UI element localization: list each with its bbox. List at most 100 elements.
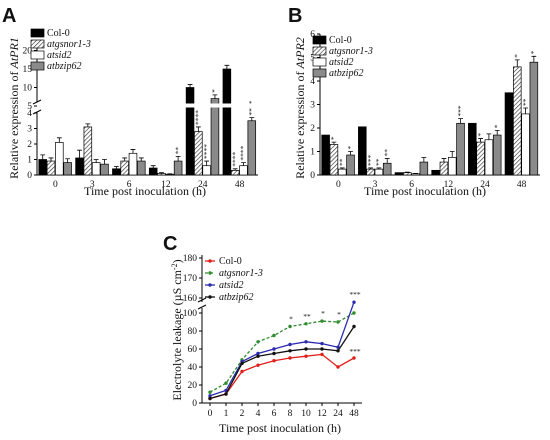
panel-a-bar bbox=[112, 168, 121, 176]
panel-b-legend-label: atgsnor1-3 bbox=[329, 46, 373, 57]
panel-a-error-bar bbox=[232, 168, 238, 171]
panel-a-legend-label: atsid2 bbox=[47, 50, 71, 61]
panel-b-error-bar bbox=[494, 129, 500, 136]
panel-a-ytick-label: 2 bbox=[27, 140, 32, 150]
panel-c-significance-mark: *** bbox=[349, 290, 361, 299]
panel-b-significance-mark: ** bbox=[337, 158, 346, 166]
panel-a-bar bbox=[46, 160, 56, 176]
panel-b-error-bar bbox=[376, 167, 382, 170]
panel-b-ylabel-main: Relative expression of bbox=[293, 69, 307, 179]
panel-a-error-bar bbox=[65, 158, 71, 163]
panel-a-bar bbox=[100, 163, 109, 176]
panel-a-error-bar bbox=[122, 157, 128, 162]
panel-b-significance-mark: * bbox=[513, 54, 522, 58]
panel-b-bar bbox=[456, 122, 465, 176]
panel-b-letter: B bbox=[288, 5, 302, 27]
panel-c-significance-mark: *** bbox=[349, 347, 361, 356]
panel-b-bar bbox=[337, 168, 347, 176]
panel-c-significance-mark: * bbox=[289, 315, 293, 324]
panel-c-series-line bbox=[209, 301, 355, 397]
panel-c-ytick-label: 100 bbox=[183, 309, 198, 319]
panel-c-point bbox=[288, 349, 292, 353]
panel-a-bar bbox=[157, 173, 166, 176]
panel-a-bar bbox=[165, 173, 175, 176]
panel-b-bar bbox=[321, 134, 330, 176]
panel-b-bar bbox=[468, 122, 477, 176]
panel-c-point bbox=[256, 363, 260, 367]
panel-a-error-bar bbox=[48, 157, 54, 162]
panel-c-point bbox=[272, 347, 276, 351]
panel-c-ytick-label: 170 bbox=[183, 274, 198, 284]
panel-a-error-bar bbox=[93, 159, 99, 163]
panel-a-error-bar bbox=[113, 166, 119, 169]
panel-b-bar bbox=[358, 126, 367, 176]
panel-c-point bbox=[256, 354, 260, 358]
panel-a-error-bar bbox=[241, 162, 246, 166]
panel-a-ytick-label: 10 bbox=[23, 84, 33, 94]
panel-b-significance-mark: * bbox=[346, 146, 355, 150]
panel-c-point bbox=[272, 333, 276, 338]
panel-a-significance-mark: **** bbox=[202, 144, 211, 159]
panel-c-point bbox=[288, 342, 292, 347]
panel-a-ytick-label: 4 bbox=[27, 109, 32, 119]
panel-b-bar bbox=[382, 162, 392, 176]
panel-a-error-bar bbox=[204, 160, 210, 166]
panel-a-error-bar bbox=[102, 159, 107, 165]
panel-b-bar bbox=[513, 66, 522, 176]
panel-a-error-bar bbox=[77, 149, 82, 158]
panel-c-xtick-label: 24 bbox=[333, 409, 343, 419]
panel-a-error-bar bbox=[40, 154, 46, 160]
panel-a-bar bbox=[185, 87, 195, 176]
panel-b-legend-label: Col-0 bbox=[329, 35, 352, 46]
panel-b-significance-mark: * bbox=[329, 136, 338, 140]
panel-b-bar bbox=[439, 161, 449, 176]
panel-a-bar bbox=[55, 142, 64, 176]
panel-c-ytick-label: 0 bbox=[192, 399, 197, 409]
panel-c-xlabel: Time post inoculation (h) bbox=[219, 421, 341, 435]
panel-a-bar bbox=[247, 120, 257, 176]
panel-b-significance-mark: * bbox=[492, 124, 501, 128]
panel-a-significance-mark: * bbox=[210, 89, 219, 93]
panel-a-ytick-label: 20 bbox=[23, 47, 33, 57]
panel-b-bar bbox=[521, 113, 530, 176]
panel-b-ytick-label: 3 bbox=[310, 101, 315, 111]
panel-b-error-bar bbox=[331, 141, 337, 145]
panel-c-point bbox=[272, 359, 276, 363]
panel-a-bar bbox=[137, 160, 146, 176]
panel-a-xtick-label: 12 bbox=[161, 180, 171, 190]
panel-c-ytick-label: 180 bbox=[183, 254, 198, 264]
panel-b-ylabel: Relative expression of AtPR2 bbox=[293, 37, 307, 179]
panel-a-letter: A bbox=[2, 5, 16, 27]
panel-b-bar bbox=[419, 161, 429, 176]
panel-b-error-bar bbox=[478, 138, 483, 143]
panel-b-legend-swatch bbox=[312, 57, 327, 67]
panel-b-legend-label: atbzip62 bbox=[329, 68, 363, 79]
panel-b-bar bbox=[529, 61, 539, 176]
panel-c-point bbox=[336, 365, 340, 369]
panel-a-error-bar bbox=[159, 172, 164, 174]
panel-a-bar bbox=[202, 165, 211, 176]
panel-c-xtick-label: 48 bbox=[349, 409, 359, 419]
panel-a-ytick-label: 15 bbox=[23, 65, 33, 75]
panel-a-error-bar bbox=[85, 123, 91, 127]
panel-b-ylabel-gene: AtPR2 bbox=[293, 37, 307, 69]
panel-c-legend-marker bbox=[208, 259, 212, 263]
panel-c: C Electrolyte leakage (µS cm-2) Time pos… bbox=[163, 233, 362, 435]
panel-c-point bbox=[320, 352, 324, 357]
panel-c-series-line bbox=[209, 312, 355, 393]
panel-a-ytick-label: 5 bbox=[27, 102, 32, 112]
panel-b-ytick-label: 6 bbox=[310, 30, 315, 40]
panel-a-significance-mark: **** bbox=[247, 100, 256, 115]
panel-b-ytick-label: 0 bbox=[310, 171, 315, 181]
panel-a-bar bbox=[239, 165, 248, 176]
panel-c-ytick-label: 60 bbox=[188, 345, 198, 355]
panel-b-xtick-label: 6 bbox=[409, 180, 414, 190]
panel-a-ylabel-main: Relative expression of bbox=[7, 69, 21, 179]
panel-c-point bbox=[224, 381, 228, 385]
panel-b-error-bar bbox=[339, 167, 345, 170]
panel-a-xtick-label: 24 bbox=[198, 180, 208, 190]
panel-a-legend-label: atgsnor1-3 bbox=[47, 39, 91, 50]
panel-c-point bbox=[336, 320, 340, 324]
panel-b-legend-swatch bbox=[312, 68, 327, 78]
